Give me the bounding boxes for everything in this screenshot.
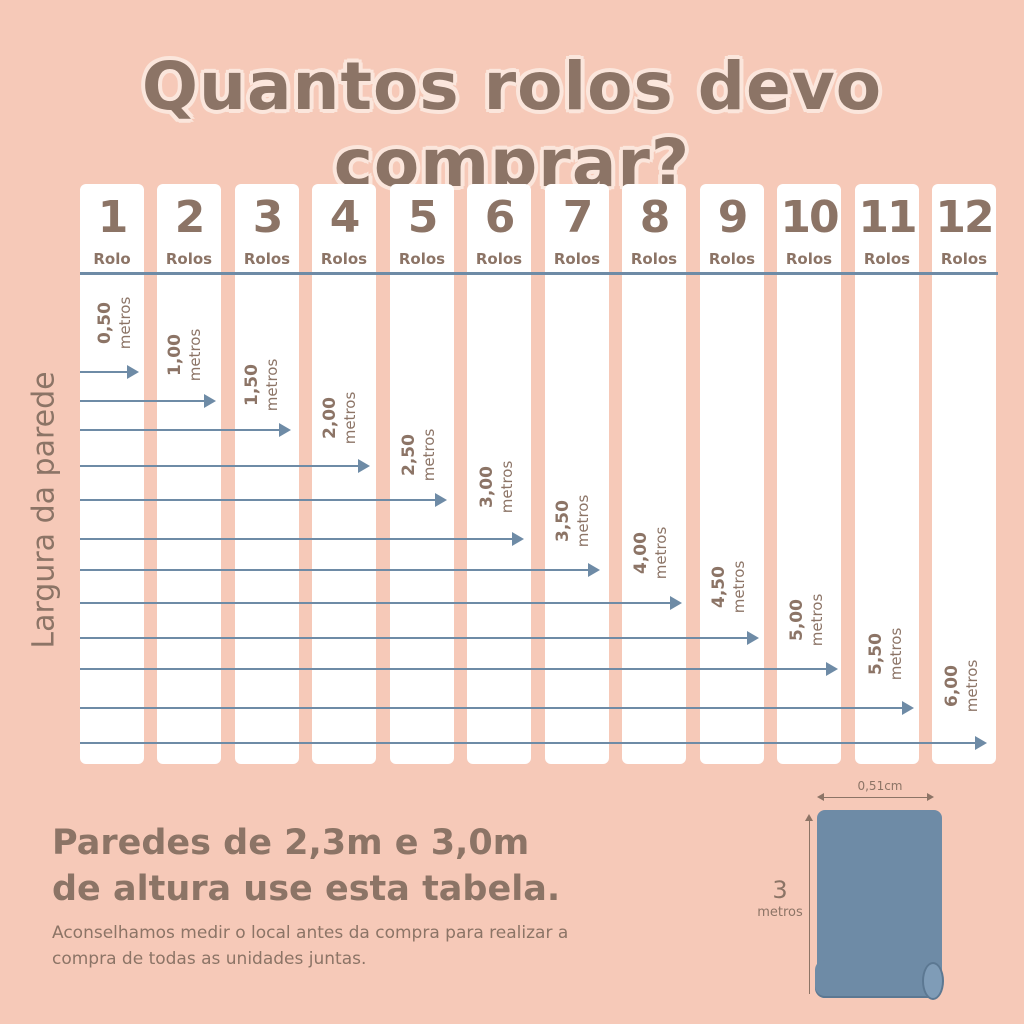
footer-title-line-1: Paredes de 2,3m e 3,0m: [52, 823, 530, 863]
measurement-unit: metros: [116, 296, 134, 350]
width-arrow-7: [80, 563, 600, 577]
measurement-value: 5,50: [866, 633, 886, 675]
width-measurement-3: 1,50 metros: [242, 340, 286, 430]
measurement-unit: metros: [420, 428, 438, 482]
roll-unit-label: Rolos: [630, 250, 678, 268]
roll-unit-label: Rolo: [93, 250, 131, 268]
roll-sheet: [817, 810, 942, 980]
measurement-value: 5,00: [787, 599, 807, 641]
roll-unit-label: Rolos: [475, 250, 523, 268]
measurement-value: 4,00: [631, 532, 651, 574]
measurement-unit: metros: [186, 328, 204, 382]
measurement-unit: metros: [574, 494, 592, 548]
width-arrow-1: [80, 365, 139, 379]
roll-width-label: 0,51cm: [857, 779, 903, 793]
roll-count: 6: [484, 192, 516, 243]
measurement-value: 6,00: [942, 665, 962, 707]
width-arrow-5: [80, 493, 447, 507]
width-arrow-10: [80, 662, 838, 676]
width-arrow-6: [80, 532, 524, 546]
roll-count: 8: [639, 192, 671, 243]
roll-count: 2: [174, 192, 206, 243]
roll-cylinder: [815, 960, 940, 998]
roll-count: 3: [252, 192, 284, 243]
width-measurement-5: 2,50 metros: [399, 410, 443, 500]
roll-column-8: 8 Rolos: [622, 184, 686, 764]
roll-count: 12: [935, 192, 994, 243]
roll-count: 9: [717, 192, 749, 243]
roll-column-5: 5 Rolos: [390, 184, 454, 764]
roll-column-3: 3 Rolos: [235, 184, 299, 764]
width-measurement-7: 3,50 metros: [553, 476, 597, 566]
footer-title: Paredes de 2,3m e 3,0m de altura use est…: [52, 820, 672, 912]
width-measurement-4: 2,00 metros: [320, 373, 364, 463]
measurement-value: 2,00: [320, 397, 340, 439]
measurement-value: 3,00: [477, 466, 497, 508]
measurement-unit: metros: [730, 560, 748, 614]
width-measurement-11: 5,50 metros: [866, 609, 910, 699]
page-title: Quantos rolos devo comprar?: [141, 48, 883, 202]
roll-column-7: 7 Rolos: [545, 184, 609, 764]
roll-height-dimension-line: [805, 814, 813, 994]
measurement-unit: metros: [498, 460, 516, 514]
roll-unit-label: Rolos: [243, 250, 291, 268]
roll-unit-label: Rolos: [940, 250, 988, 268]
measurement-value: 2,50: [399, 434, 419, 476]
footer-note: Aconselhamos medir o local antes da comp…: [52, 923, 569, 969]
roll-column-2: 2 Rolos: [157, 184, 221, 764]
roll-column-10: 10 Rolos: [777, 184, 841, 764]
roll-column-6: 6 Rolos: [467, 184, 531, 764]
roll-count: 7: [562, 192, 594, 243]
width-measurement-6: 3,00 metros: [477, 442, 521, 532]
width-arrow-9: [80, 631, 759, 645]
roll-count: 10: [780, 192, 839, 243]
roll-count: 11: [858, 192, 917, 243]
measurement-value: 4,50: [709, 566, 729, 608]
measurement-value: 0,50: [95, 302, 115, 344]
header-divider: [80, 272, 998, 275]
roll-unit-label: Rolos: [863, 250, 911, 268]
roll-count: 1: [97, 192, 129, 243]
measurement-unit: metros: [263, 358, 281, 412]
roll-height-unit: metros: [757, 905, 803, 920]
roll-unit-label: Rolos: [785, 250, 833, 268]
roll-unit-label: Rolos: [320, 250, 368, 268]
width-measurement-2: 1,00 metros: [165, 310, 209, 400]
roll-unit-label: Rolos: [398, 250, 446, 268]
roll-column-12: 12 Rolos: [932, 184, 996, 764]
wall-width-axis-label: Largura da parede: [26, 371, 62, 649]
measurement-unit: metros: [808, 593, 826, 647]
roll-end-cap: [922, 962, 944, 1000]
width-measurement-8: 4,00 metros: [631, 508, 675, 598]
width-measurement-9: 4,50 metros: [709, 542, 753, 632]
roll-count: 5: [407, 192, 439, 243]
roll-width-dimension-line: [817, 793, 934, 801]
measurement-unit: metros: [887, 627, 905, 681]
roll-column-4: 4 Rolos: [312, 184, 376, 764]
roll-height-value: 3: [772, 876, 788, 904]
width-arrow-12: [80, 736, 987, 750]
roll-column-11: 11 Rolos: [855, 184, 919, 764]
roll-column-1: 1 Rolo: [80, 184, 144, 764]
measurement-unit: metros: [963, 659, 981, 713]
roll-unit-label: Rolos: [165, 250, 213, 268]
roll-unit-label: Rolos: [708, 250, 756, 268]
width-measurement-10: 5,00 metros: [787, 575, 831, 665]
measurement-value: 3,50: [553, 500, 573, 542]
measurement-value: 1,00: [165, 334, 185, 376]
width-arrow-11: [80, 701, 914, 715]
roll-count: 4: [329, 192, 361, 243]
width-arrow-2: [80, 394, 216, 408]
width-measurement-12: 6,00 metros: [942, 641, 986, 731]
width-measurement-1: 0,50 metros: [95, 278, 139, 368]
measurement-value: 1,50: [242, 364, 262, 406]
width-arrow-4: [80, 459, 370, 473]
roll-unit-label: Rolos: [553, 250, 601, 268]
measurement-unit: metros: [341, 391, 359, 445]
measurement-unit: metros: [652, 526, 670, 580]
width-arrow-8: [80, 596, 682, 610]
roll-column-9: 9 Rolos: [700, 184, 764, 764]
width-arrow-3: [80, 423, 291, 437]
footer-title-line-2: de altura use esta tabela.: [52, 869, 561, 909]
